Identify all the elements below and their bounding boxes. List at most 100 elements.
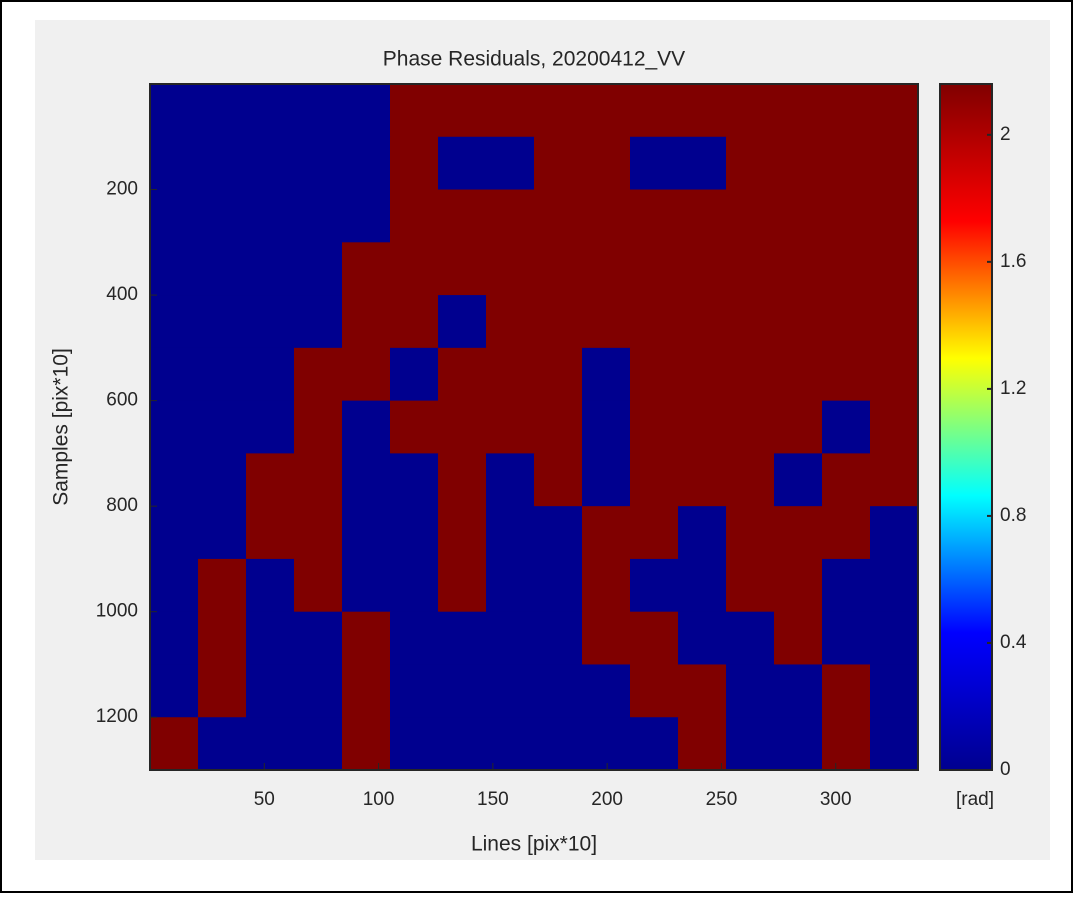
heat-cell [870, 664, 918, 718]
heat-cell [822, 189, 871, 243]
heat-cell [774, 717, 823, 770]
heat-cell [678, 664, 727, 718]
heat-cell [678, 295, 727, 349]
heat-cell [678, 347, 727, 402]
heat-cell [294, 611, 343, 665]
heat-cell [390, 295, 439, 349]
y-tick-label: 600 [106, 390, 138, 411]
heat-cell [294, 664, 343, 718]
heat-cell [150, 242, 199, 296]
heat-cell [582, 242, 631, 296]
colorbar-label: [rad] [956, 789, 994, 810]
heat-cell [342, 400, 391, 454]
heat-cell [534, 558, 583, 613]
heat-cell [726, 295, 775, 349]
heat-cell [342, 664, 391, 718]
heat-cell [342, 558, 391, 613]
heat-cell [822, 295, 871, 349]
heat-cell [246, 136, 295, 191]
heat-cell [294, 242, 343, 296]
heat-cell [390, 558, 439, 613]
heat-cell [774, 506, 823, 560]
heat-cell [630, 717, 679, 770]
heat-cell [630, 295, 679, 349]
heat-cell [582, 506, 631, 560]
heat-cell [198, 400, 247, 454]
heat-cell [246, 400, 295, 454]
heat-cell [630, 664, 679, 718]
heat-cell [246, 611, 295, 665]
chart-title: Phase Residuals, 20200412_VV [383, 48, 685, 71]
heat-cell [726, 136, 775, 191]
heat-cell [198, 347, 247, 402]
heat-cell [630, 84, 679, 138]
colorbar-tick-label: 0 [1000, 759, 1011, 780]
heat-cell [582, 664, 631, 718]
heat-cell [726, 717, 775, 770]
heat-cell [486, 558, 535, 613]
heat-cell [342, 295, 391, 349]
heat-cell [822, 242, 871, 296]
heat-cell [822, 347, 871, 402]
heat-cell [630, 347, 679, 402]
heat-cell [726, 506, 775, 560]
heat-cell [678, 717, 727, 770]
heat-cell [486, 506, 535, 560]
heat-cell [486, 347, 535, 402]
heat-cell [726, 347, 775, 402]
heat-cell [726, 84, 775, 138]
heat-cell [726, 189, 775, 243]
heat-cell [438, 295, 487, 349]
heat-cell [390, 84, 439, 138]
heat-cell [294, 347, 343, 402]
heat-cell [870, 558, 918, 613]
heat-cell [246, 242, 295, 296]
heat-cell [726, 400, 775, 454]
heat-cell [534, 136, 583, 191]
heat-cell [774, 347, 823, 402]
heat-cell [390, 664, 439, 718]
heat-cell [678, 506, 727, 560]
heat-cell [294, 717, 343, 770]
heat-cell [774, 400, 823, 454]
y-axis-label: Samples [pix*10] [50, 348, 73, 506]
colorbar [939, 83, 993, 771]
heat-cell [630, 453, 679, 507]
heat-cell [822, 558, 871, 613]
x-tick-label: 150 [477, 789, 509, 810]
heat-cell [534, 453, 583, 507]
heat-cell [726, 664, 775, 718]
heat-cell [390, 453, 439, 507]
heat-cell [774, 453, 823, 507]
heat-cell [870, 400, 918, 454]
heat-cell [582, 611, 631, 665]
x-tick-label: 300 [820, 789, 852, 810]
heat-cell [198, 84, 247, 138]
heat-cell [390, 189, 439, 243]
heat-cell [774, 664, 823, 718]
heat-cell [342, 242, 391, 296]
heat-cell [342, 506, 391, 560]
heat-cell [438, 611, 487, 665]
heat-cell [150, 558, 199, 613]
heat-cell [438, 453, 487, 507]
heat-cell [726, 611, 775, 665]
heat-cell [390, 400, 439, 454]
heat-cell [390, 242, 439, 296]
heat-cell [630, 558, 679, 613]
heat-cell [774, 558, 823, 613]
heat-cell [534, 295, 583, 349]
heat-cell [198, 295, 247, 349]
y-tick-label: 1200 [96, 706, 138, 727]
heat-cell [534, 717, 583, 770]
heat-cell [630, 400, 679, 454]
heat-cell [870, 506, 918, 560]
heat-cell [150, 84, 199, 138]
heat-cell [294, 506, 343, 560]
heat-cell [438, 558, 487, 613]
heat-cell [582, 558, 631, 613]
heat-cell [150, 347, 199, 402]
heat-cell [438, 506, 487, 560]
heat-cell [150, 664, 199, 718]
